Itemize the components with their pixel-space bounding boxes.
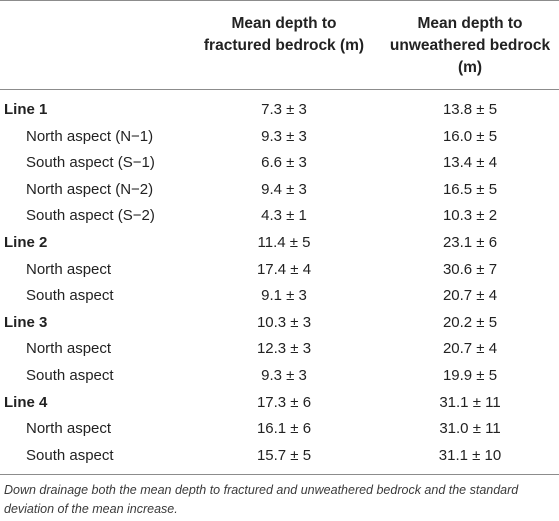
- row-label: North aspect: [26, 420, 112, 438]
- group-label: Line 3: [4, 313, 48, 331]
- table-row: North aspect 16.1 ± 6 31.0 ± 11: [0, 416, 559, 443]
- unweathered-depth-cell: 20.2 ± 5: [442, 313, 498, 331]
- table-row: North aspect 12.3 ± 3 20.7 ± 4: [0, 336, 559, 363]
- group-row: Line 1 7.3 ± 3 13.8 ± 5: [0, 97, 559, 124]
- unweathered-depth-cell: 16.5 ± 5: [442, 180, 498, 198]
- unweathered-depth-cell: 31.1 ± 10: [438, 446, 502, 464]
- unweathered-depth-cell: 20.7 ± 4: [442, 287, 498, 305]
- fractured-depth-cell: 17.3 ± 6: [256, 393, 312, 411]
- fractured-depth-cell: 4.3 ± 1: [261, 207, 307, 225]
- fractured-depth-cell: 10.3 ± 3: [256, 313, 312, 331]
- table-row: South aspect 9.1 ± 3 20.7 ± 4: [0, 283, 559, 310]
- group-label: Line 4: [4, 393, 48, 411]
- unweathered-depth-cell: 31.0 ± 11: [439, 420, 501, 438]
- fractured-depth-cell: 11.4 ± 5: [257, 234, 311, 251]
- fractured-depth-cell: 17.4 ± 4: [256, 260, 312, 278]
- header-rule: [0, 89, 559, 90]
- table-row: North aspect (N−1) 9.3 ± 3 16.0 ± 5: [0, 124, 559, 151]
- unweathered-depth-cell: 31.1 ± 11: [439, 393, 501, 411]
- top-rule: [0, 0, 559, 1]
- unweathered-depth-cell: 20.7 ± 4: [442, 340, 498, 358]
- table-row: South aspect 9.3 ± 3 19.9 ± 5: [0, 363, 559, 390]
- row-label: South aspect: [26, 287, 114, 305]
- header-unweathered-depth: Mean depth to unweathered bedrock (m): [389, 15, 551, 76]
- unweathered-depth-cell: 19.9 ± 5: [442, 367, 498, 384]
- row-label: North aspect: [26, 260, 112, 278]
- unweathered-depth-cell: 16.0 ± 5: [442, 127, 498, 145]
- fractured-depth-cell: 9.1 ± 3: [261, 287, 307, 305]
- row-label: South aspect: [26, 446, 114, 464]
- fractured-depth-cell: 16.1 ± 6: [256, 420, 312, 438]
- row-label: North aspect (N−1): [26, 127, 154, 145]
- group-row: Line 2 11.4 ± 5 23.1 ± 6: [0, 230, 559, 257]
- group-row: Line 4 17.3 ± 6 31.1 ± 11: [0, 390, 559, 417]
- table-row: South aspect (S−2) 4.3 ± 1 10.3 ± 2: [0, 203, 559, 230]
- group-label: Line 1: [4, 101, 48, 118]
- fractured-depth-cell: 9.3 ± 3: [261, 127, 307, 145]
- unweathered-depth-cell: 13.8 ± 5: [442, 101, 498, 118]
- fractured-depth-cell: 6.6 ± 3: [261, 154, 307, 172]
- table-row: South aspect 15.7 ± 5 31.1 ± 10: [0, 443, 559, 470]
- fractured-depth-cell: 9.3 ± 3: [261, 367, 307, 384]
- row-label: South aspect (S−1): [26, 154, 155, 172]
- table-row: South aspect (S−1) 6.6 ± 3 13.4 ± 4: [0, 150, 559, 177]
- table-row: North aspect (N−2) 9.4 ± 3 16.5 ± 5: [0, 177, 559, 204]
- table-row: North aspect 17.4 ± 4 30.6 ± 7: [0, 257, 559, 284]
- bottom-rule: [0, 474, 559, 475]
- fractured-depth-cell: 15.7 ± 5: [256, 446, 312, 464]
- fractured-depth-cell: 12.3 ± 3: [256, 340, 312, 358]
- unweathered-depth-cell: 13.4 ± 4: [442, 154, 498, 172]
- group-label: Line 2: [4, 234, 48, 251]
- row-label: North aspect (N−2): [26, 180, 154, 198]
- row-label: South aspect: [26, 367, 114, 384]
- table-caption: Down drainage both the mean depth to fra…: [4, 483, 519, 516]
- group-row: Line 3 10.3 ± 3 20.2 ± 5: [0, 310, 559, 337]
- header-fractured-depth: Mean depth to fractured bedrock (m): [203, 15, 365, 54]
- fractured-depth-cell: 9.4 ± 3: [261, 180, 307, 198]
- unweathered-depth-cell: 23.1 ± 6: [442, 234, 498, 251]
- unweathered-depth-cell: 10.3 ± 2: [442, 207, 498, 225]
- fractured-depth-cell: 7.3 ± 3: [261, 101, 307, 118]
- unweathered-depth-cell: 30.6 ± 7: [442, 260, 498, 278]
- row-label: North aspect: [26, 340, 112, 358]
- row-label: South aspect (S−2): [26, 207, 155, 225]
